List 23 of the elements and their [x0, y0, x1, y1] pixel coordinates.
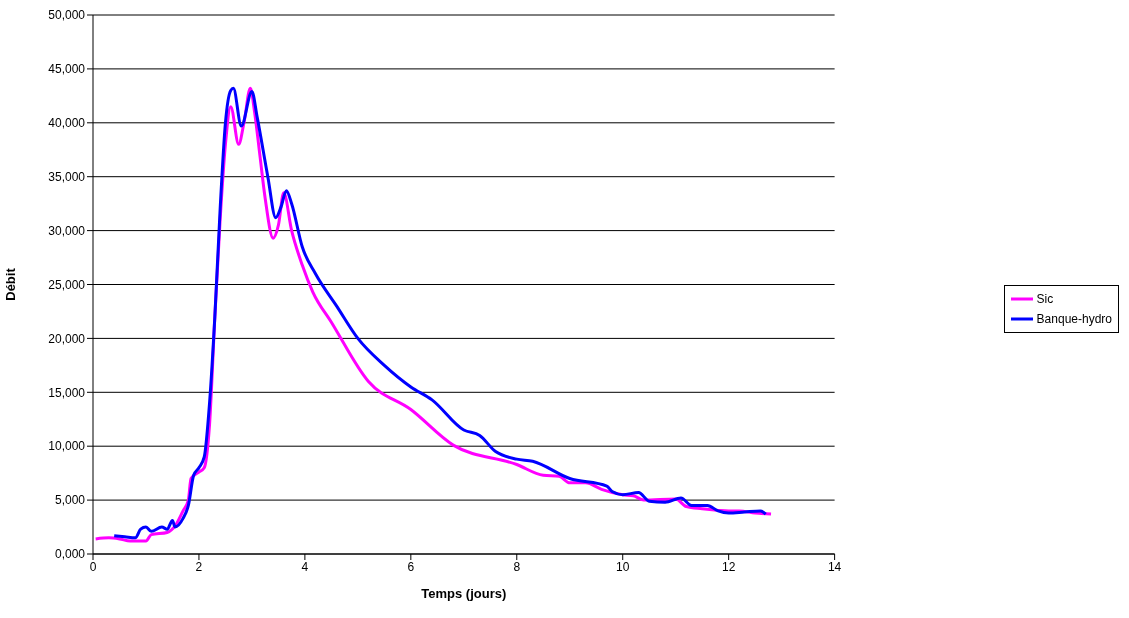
legend-label: Sic [1036, 292, 1054, 306]
x-tick-label: 10 [616, 559, 630, 574]
x-tick-label: 4 [301, 559, 309, 574]
x-tick-label: 8 [513, 559, 521, 574]
y-tick-label: 40,000 [48, 116, 86, 131]
x-tick-label: 0 [89, 559, 97, 574]
y-tick-label: 25,000 [48, 277, 86, 292]
y-tick-label: 10,000 [48, 439, 86, 454]
x-tick-label: 2 [195, 559, 203, 574]
x-tick-label: 14 [827, 559, 842, 574]
legend-label: Banque-hydro [1036, 312, 1112, 326]
y-tick-label: 15,000 [48, 385, 86, 400]
y-tick-label: 45,000 [48, 62, 86, 77]
y-tick-label: 5,000 [54, 493, 86, 508]
y-tick-label: 50,000 [48, 8, 86, 23]
y-axis-title: Débit [2, 267, 18, 301]
y-tick-label: 35,000 [48, 169, 86, 184]
x-tick-label: 6 [407, 559, 415, 574]
x-axis-title: Temps (jours) [421, 586, 507, 601]
x-tick-label: 12 [721, 559, 736, 574]
y-tick-label: 30,000 [48, 223, 86, 238]
y-tick-label: 0,000 [54, 547, 86, 562]
y-tick-label: 20,000 [48, 331, 86, 346]
